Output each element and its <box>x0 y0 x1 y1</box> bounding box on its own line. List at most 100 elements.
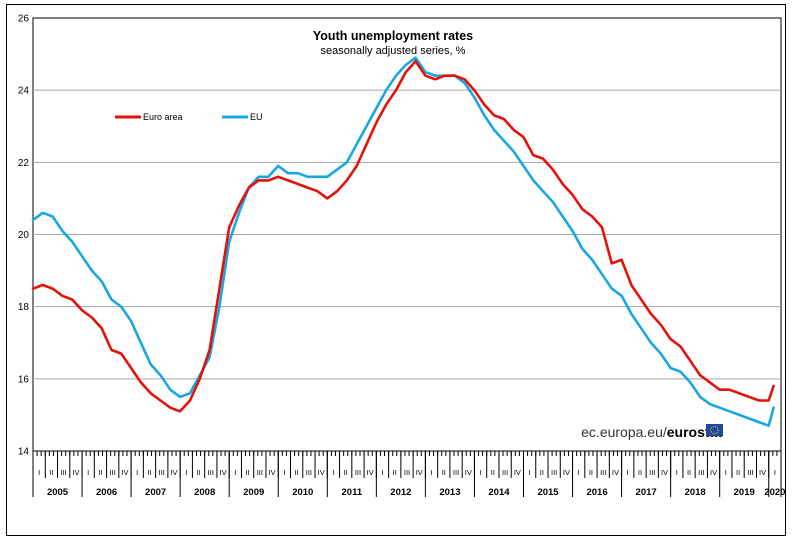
quarter-label: III <box>208 468 214 477</box>
quarter-label: III <box>698 468 704 477</box>
quarter-label: III <box>551 468 557 477</box>
quarter-label: III <box>159 468 165 477</box>
y-tick-label-20: 20 <box>18 230 30 241</box>
year-label-2015: 2015 <box>537 487 559 498</box>
quarter-label: II <box>589 468 593 477</box>
year-label-2020: 2020 <box>764 487 785 498</box>
quarter-label: II <box>196 468 200 477</box>
y-tick-label-24: 24 <box>18 86 30 97</box>
quarter-label: I <box>283 468 285 477</box>
svg-text:ec.europa.eu/eurostat: ec.europa.eu/eurostat <box>581 424 722 440</box>
quarter-label: I <box>185 468 187 477</box>
quarter-label: I <box>38 468 40 477</box>
quarter-label: II <box>687 468 691 477</box>
year-label-2006: 2006 <box>96 487 117 498</box>
y-tick-label-22: 22 <box>18 158 30 169</box>
year-label-2011: 2011 <box>342 487 363 498</box>
quarter-label: I <box>529 468 531 477</box>
y-tick-label-16: 16 <box>18 374 30 385</box>
quarter-label: I <box>774 468 776 477</box>
quarter-label: IV <box>269 468 276 477</box>
y-tick-label-26: 26 <box>18 14 30 25</box>
quarter-label: IV <box>661 468 668 477</box>
quarter-label: III <box>747 468 753 477</box>
y-tick-label-14: 14 <box>18 447 30 458</box>
quarter-label: II <box>736 468 740 477</box>
quarter-label: I <box>430 468 432 477</box>
quarter-label: IV <box>220 468 227 477</box>
legend-label-eu: EU <box>250 112 263 122</box>
quarter-label: III <box>257 468 263 477</box>
quarter-label: I <box>234 468 236 477</box>
quarter-label: IV <box>710 468 717 477</box>
quarter-label: II <box>147 468 151 477</box>
quarter-label: I <box>87 468 89 477</box>
legend-label-euro-area: Euro area <box>143 112 183 122</box>
quarter-label: II <box>393 468 397 477</box>
quarter-label: I <box>381 468 383 477</box>
quarter-label: I <box>332 468 334 477</box>
chart-frame <box>6 4 786 536</box>
year-label-2014: 2014 <box>488 487 510 498</box>
y-tick-label-18: 18 <box>18 302 30 313</box>
quarter-label: II <box>344 468 348 477</box>
quarter-label: IV <box>563 468 570 477</box>
quarter-label: II <box>295 468 299 477</box>
quarter-label: II <box>540 468 544 477</box>
year-label-2008: 2008 <box>194 487 215 498</box>
quarter-label: III <box>110 468 116 477</box>
quarter-label: III <box>355 468 361 477</box>
quarter-label: III <box>61 468 67 477</box>
series-lines <box>31 56 775 427</box>
gridlines <box>33 89 781 380</box>
quarter-label: IV <box>514 468 521 477</box>
quarter-label: II <box>49 468 53 477</box>
year-label-2005: 2005 <box>47 487 69 498</box>
quarter-label: III <box>404 468 410 477</box>
eurostat-watermark: ec.europa.eu/eurostat <box>581 424 723 440</box>
quarter-label: IV <box>72 468 79 477</box>
year-label-2012: 2012 <box>390 487 411 498</box>
quarter-label: II <box>246 468 250 477</box>
chart-subtitle: seasonally adjusted series, % <box>321 45 466 57</box>
quarter-label: III <box>306 468 312 477</box>
quarter-label: II <box>638 468 642 477</box>
year-label-2010: 2010 <box>292 487 313 498</box>
watermark-site: ec.europa.eu/ <box>581 424 667 440</box>
eu-flag-icon <box>706 424 723 436</box>
quarter-label: I <box>480 468 482 477</box>
legend: Euro area EU <box>115 112 263 122</box>
year-label-2016: 2016 <box>586 487 607 498</box>
quarter-label: I <box>136 468 138 477</box>
quarter-label: IV <box>367 468 374 477</box>
year-label-2007: 2007 <box>145 487 166 498</box>
quarter-label: III <box>502 468 508 477</box>
quarter-label: III <box>649 468 655 477</box>
quarter-label: IV <box>121 468 128 477</box>
series-line-euro-area <box>31 60 775 413</box>
quarter-label: IV <box>759 468 766 477</box>
year-label-2018: 2018 <box>685 487 706 498</box>
quarter-label: I <box>578 468 580 477</box>
quarter-label: I <box>676 468 678 477</box>
quarter-label: III <box>453 468 459 477</box>
x-axis: I II III IV I II III IV I II III IV I II III IV I II III IV… <box>32 451 785 498</box>
year-label-2019: 2019 <box>734 487 755 498</box>
quarter-label: IV <box>416 468 423 477</box>
y-axis: 14 16 18 20 22 24 26 <box>18 14 30 458</box>
quarter-label: IV <box>612 468 619 477</box>
series-line-eu <box>31 56 775 427</box>
quarter-label: IV <box>170 468 177 477</box>
quarter-label: II <box>491 468 495 477</box>
quarter-label: IV <box>465 468 472 477</box>
year-label-2017: 2017 <box>636 487 657 498</box>
quarter-label: II <box>442 468 446 477</box>
chart-title: Youth unemployment rates <box>313 29 473 43</box>
year-label-2009: 2009 <box>243 487 264 498</box>
quarter-label: II <box>98 468 102 477</box>
quarter-label: I <box>725 468 727 477</box>
quarter-label: I <box>627 468 629 477</box>
year-label-2013: 2013 <box>439 487 460 498</box>
eu-flag-stars-icon <box>710 425 719 435</box>
